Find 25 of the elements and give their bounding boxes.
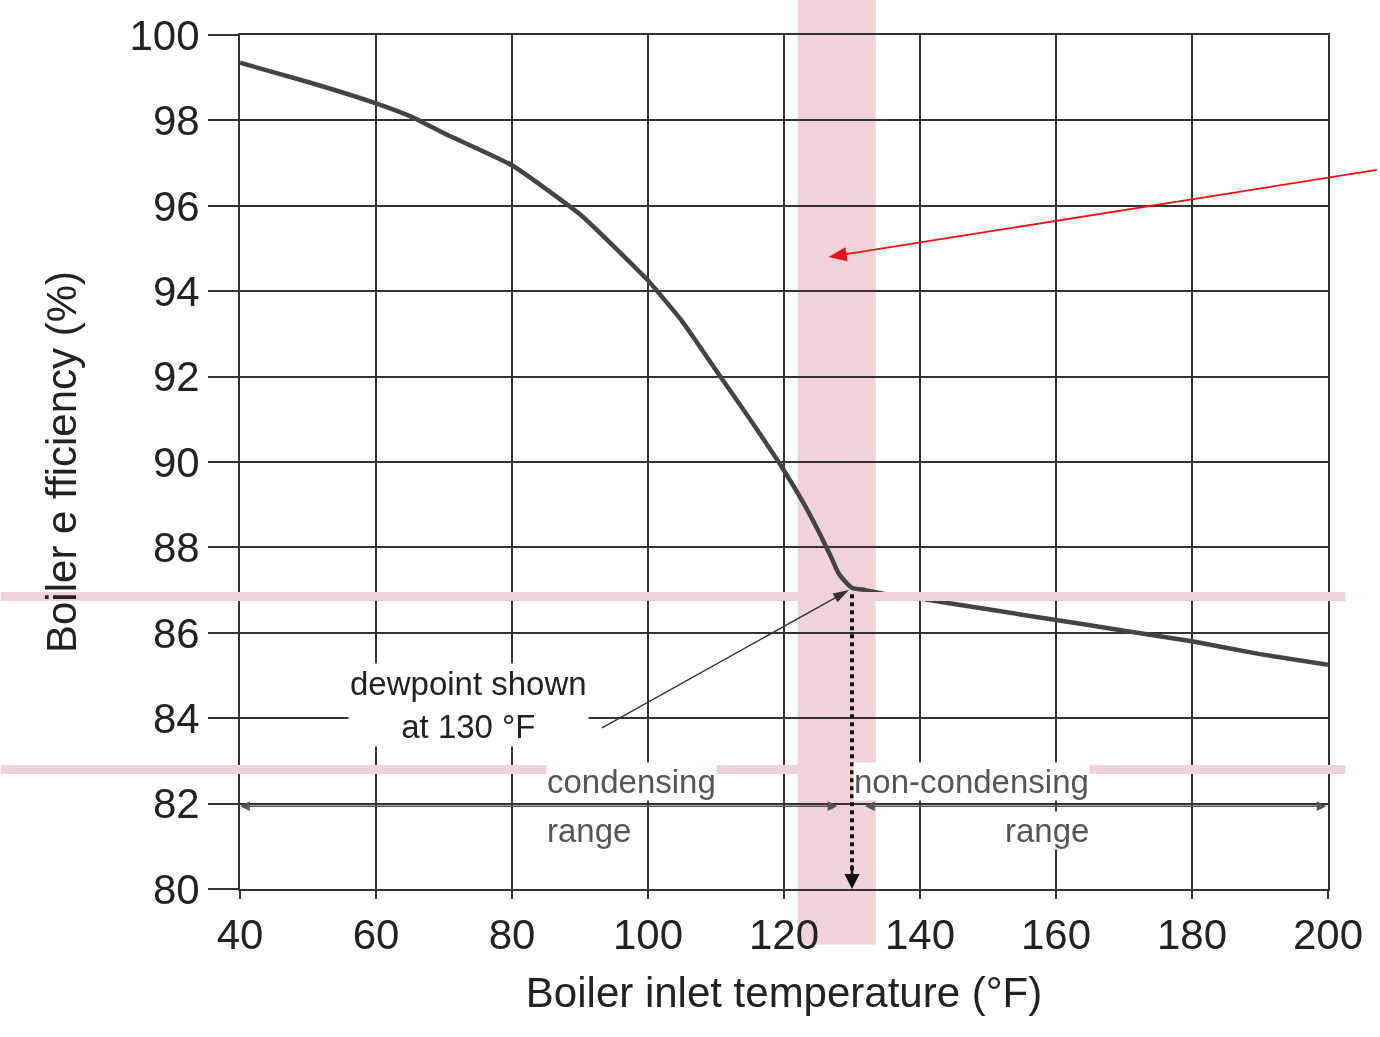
- y-tick-label: 90: [152, 438, 200, 486]
- y-tick-label: 100: [129, 11, 200, 59]
- annotation: condensing range: [547, 763, 716, 849]
- y-tick-label: 98: [152, 97, 200, 145]
- x-tick-label: 40: [216, 911, 264, 959]
- y-tick-label: 86: [152, 609, 200, 657]
- y-tick-label: 82: [152, 780, 200, 828]
- annotation: dewpoint shown at 130 °F: [350, 665, 587, 745]
- y-tick-label: 94: [152, 267, 200, 315]
- y-tick-label: 92: [152, 353, 200, 401]
- x-tick-label: 60: [352, 911, 400, 959]
- y-axis-title: Boiler e fficiency (%): [37, 270, 85, 654]
- x-tick-label: 200: [1292, 911, 1364, 959]
- x-tick-label: 140: [884, 911, 956, 959]
- x-tick-label: 100: [612, 911, 684, 959]
- y-tick-label: 80: [152, 865, 200, 913]
- x-axis-title: Boiler inlet temperature (°F): [525, 968, 1043, 1016]
- x-tick-label: 160: [1020, 911, 1092, 959]
- annotation: non-condensing range: [854, 763, 1090, 849]
- y-tick-label: 84: [152, 694, 200, 742]
- x-tick-label: 120: [748, 911, 820, 959]
- y-tick-label: 88: [152, 524, 200, 572]
- y-tick-label: 96: [152, 182, 200, 230]
- x-tick-label: 80: [488, 911, 536, 959]
- x-tick-label: 180: [1156, 911, 1228, 959]
